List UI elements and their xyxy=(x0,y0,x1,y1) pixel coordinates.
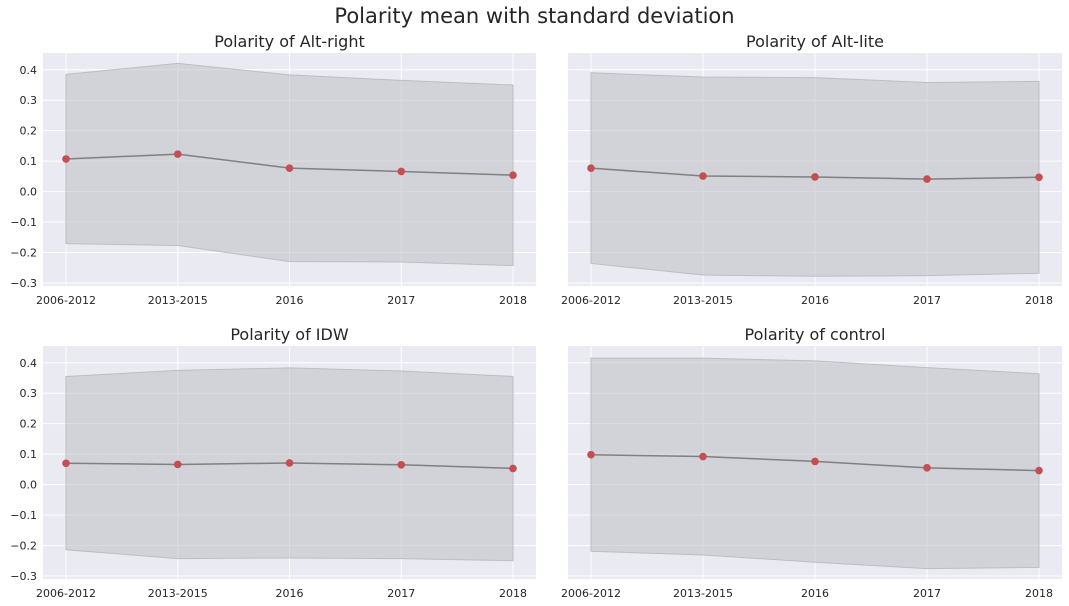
mean-point xyxy=(285,164,294,172)
x-tick-label: 2016 xyxy=(801,587,829,600)
subplot-title: Polarity of Alt-lite xyxy=(746,32,884,51)
subplot-1: −0.3 −0.2 −0.1 0.0 0.1 0.2 0.3 0.4 2006-2012 2013… xyxy=(10,32,536,307)
mean-point xyxy=(923,464,931,472)
mean-point xyxy=(587,164,595,172)
subplot-title: Polarity of control xyxy=(745,325,886,344)
x-tick-label: 2013-2015 xyxy=(673,587,733,600)
y-tick-label: 0.2 xyxy=(20,125,38,138)
y-tick-label: 0.3 xyxy=(20,94,38,107)
x-tick-label: 2018 xyxy=(499,587,527,600)
mean-point xyxy=(509,464,517,473)
x-tick-label: 2016 xyxy=(801,294,829,307)
mean-point xyxy=(1035,466,1043,475)
x-tick-label: 2016 xyxy=(276,294,304,307)
mean-point xyxy=(397,460,406,469)
mean-point xyxy=(699,452,707,461)
y-tick-label: 0.0 xyxy=(20,186,38,199)
x-tick-label: 2006-2012 xyxy=(36,587,96,600)
y-tick-label: 0.4 xyxy=(20,64,38,77)
mean-point xyxy=(587,450,595,459)
x-tick-label: 2017 xyxy=(387,587,415,600)
x-tick-label: 2013-2015 xyxy=(148,587,208,600)
mean-point xyxy=(811,173,819,181)
mean-point xyxy=(811,457,819,466)
mean-point xyxy=(62,459,70,468)
x-tick-label: 2018 xyxy=(499,294,527,307)
mean-point xyxy=(1035,173,1043,182)
mean-point xyxy=(285,459,294,467)
y-tick-label: −0.1 xyxy=(10,216,37,229)
subplot-title: Polarity of IDW xyxy=(230,325,349,344)
mean-point xyxy=(173,460,182,469)
y-tick-label: −0.3 xyxy=(10,570,37,583)
mean-point xyxy=(397,167,406,176)
subplot-title: Polarity of Alt-right xyxy=(214,32,365,51)
subplot-2: 2006-2012 2013-2015 2016 2017 2018 Polarity o… xyxy=(561,32,1062,307)
x-tick-label: 2006-2012 xyxy=(561,294,621,307)
y-tick-label: 0.2 xyxy=(20,418,38,431)
x-tick-label: 2017 xyxy=(387,294,415,307)
y-tick-label: 0.1 xyxy=(20,155,38,168)
y-tick-label: −0.1 xyxy=(10,509,37,522)
y-tick-label: 0.3 xyxy=(20,387,38,400)
x-tick-label: 2018 xyxy=(1025,294,1053,307)
y-tick-label: −0.2 xyxy=(10,539,37,552)
x-tick-label: 2006-2012 xyxy=(561,587,621,600)
figure-title: Polarity mean with standard deviation xyxy=(334,4,735,28)
mean-point xyxy=(699,172,707,180)
y-tick-label: −0.3 xyxy=(10,277,37,290)
mean-point xyxy=(173,150,182,158)
y-tick-label: 0.4 xyxy=(20,357,38,370)
mean-point xyxy=(509,171,517,179)
mean-point xyxy=(923,175,931,183)
y-tick-label: 0.1 xyxy=(20,448,38,461)
subplot-4: 2006-2012 2013-2015 2016 2017 2018 Polarity o… xyxy=(561,325,1062,600)
x-tick-label: 2016 xyxy=(276,587,304,600)
y-tick-label: −0.2 xyxy=(10,246,37,259)
y-tick-label: 0.0 xyxy=(20,479,38,492)
x-tick-label: 2006-2012 xyxy=(36,294,96,307)
x-tick-label: 2018 xyxy=(1025,587,1053,600)
x-tick-label: 2017 xyxy=(913,587,941,600)
mean-point xyxy=(62,155,70,163)
x-tick-label: 2013-2015 xyxy=(148,294,208,307)
x-tick-label: 2013-2015 xyxy=(673,294,733,307)
subplot-3: −0.3 −0.2 −0.1 0.0 0.1 0.2 0.3 0.4 2006-2012 2013… xyxy=(10,325,536,600)
x-tick-label: 2017 xyxy=(913,294,941,307)
